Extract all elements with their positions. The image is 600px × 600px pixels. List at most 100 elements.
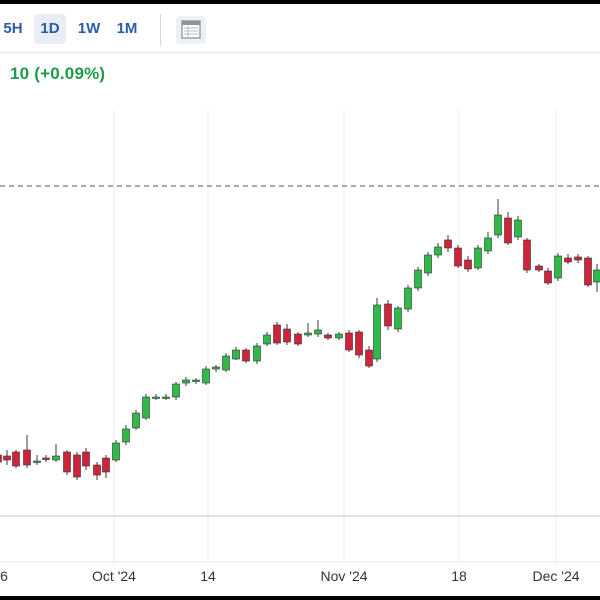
x-tick-label: Nov '24 xyxy=(320,568,368,584)
candle xyxy=(523,238,531,273)
candle-body xyxy=(82,451,90,467)
candle-body xyxy=(384,303,392,327)
candle-body xyxy=(232,349,240,360)
candle-body xyxy=(314,329,322,335)
candle-body xyxy=(464,259,472,270)
candle xyxy=(514,216,522,240)
candle xyxy=(414,267,422,291)
candle xyxy=(12,450,20,468)
candle xyxy=(454,245,462,268)
candle-body xyxy=(294,333,302,345)
candle-body xyxy=(42,457,50,460)
candle xyxy=(23,435,31,468)
candle-body xyxy=(112,442,120,461)
candle-body xyxy=(73,454,81,478)
candle xyxy=(554,253,562,281)
candle-body xyxy=(102,457,110,473)
candle-body xyxy=(23,449,31,466)
candle-body xyxy=(523,239,531,271)
candle-body xyxy=(222,355,230,371)
candle-body xyxy=(273,324,281,344)
candle xyxy=(52,444,60,462)
timeframe-1w-button[interactable]: 1W xyxy=(77,20,101,37)
candle xyxy=(122,425,130,445)
candle xyxy=(394,306,402,332)
x-tick-label: 18 xyxy=(451,568,467,584)
candle xyxy=(132,410,140,430)
candle-body xyxy=(3,455,11,461)
candle xyxy=(263,332,271,346)
candle-body xyxy=(304,332,312,336)
candle-body xyxy=(12,451,20,467)
candle xyxy=(564,254,572,264)
candle-body xyxy=(535,265,543,271)
candle xyxy=(73,452,81,480)
candle xyxy=(162,394,170,400)
candle-body xyxy=(494,214,502,236)
candle-body xyxy=(142,396,150,419)
candle-body xyxy=(414,269,422,289)
candle-body xyxy=(544,270,552,284)
candle-body xyxy=(404,287,412,310)
candle xyxy=(424,252,432,276)
candle-body xyxy=(373,304,381,360)
candle xyxy=(242,348,250,363)
candle xyxy=(152,394,160,400)
candles-group xyxy=(0,199,600,480)
candle xyxy=(384,300,392,330)
candle-body xyxy=(454,247,462,267)
candle-body xyxy=(33,460,41,463)
timeframe-5h-button[interactable]: 5H xyxy=(3,20,23,37)
candle xyxy=(3,450,11,465)
candle xyxy=(535,264,543,272)
candle-body xyxy=(122,428,130,443)
candle xyxy=(202,366,210,385)
candle xyxy=(182,377,190,386)
candle xyxy=(253,343,261,364)
candle-body xyxy=(93,464,101,476)
candle xyxy=(273,322,281,345)
candle xyxy=(294,332,302,346)
candle-body xyxy=(514,219,522,238)
candle-body xyxy=(182,379,190,384)
candle-body xyxy=(52,455,60,461)
candle-body xyxy=(253,345,261,362)
candle-body xyxy=(434,246,442,256)
candle-body xyxy=(584,257,592,286)
candle xyxy=(283,324,291,345)
candle xyxy=(102,455,110,478)
candle xyxy=(544,268,552,285)
candle xyxy=(304,323,312,337)
chart-grid xyxy=(113,110,557,562)
candle-body xyxy=(504,217,512,244)
timeframe-1d-button[interactable]: 1D xyxy=(34,14,66,44)
candle xyxy=(112,440,120,462)
candle xyxy=(365,346,373,368)
candle xyxy=(444,235,452,252)
calendar-table-icon[interactable] xyxy=(176,16,206,44)
candle-body xyxy=(0,454,2,463)
candle-body xyxy=(574,256,582,261)
candle xyxy=(404,285,412,312)
candle xyxy=(82,448,90,470)
candle-body xyxy=(212,366,220,370)
timeframe-1m-button[interactable]: 1M xyxy=(116,20,138,37)
price-change-readout: 10 (+0.09%) xyxy=(10,64,106,83)
candle-body xyxy=(365,349,373,367)
candle xyxy=(464,256,472,272)
candle-body xyxy=(335,333,343,339)
candle-body xyxy=(554,255,562,279)
top-border xyxy=(0,0,600,4)
x-axis-labels: 6 Oct '24 14 Nov '24 18 Dec '24 xyxy=(0,568,600,590)
candle-body xyxy=(324,334,332,339)
candle-body xyxy=(63,451,71,473)
candle xyxy=(584,256,592,287)
candle-body xyxy=(263,334,271,345)
bottom-border xyxy=(0,596,600,600)
candle xyxy=(232,347,240,360)
x-tick-label: 6 xyxy=(0,568,8,584)
candle-body xyxy=(593,269,600,283)
candle xyxy=(0,454,2,463)
candle xyxy=(474,245,482,270)
candle-body xyxy=(474,247,482,269)
